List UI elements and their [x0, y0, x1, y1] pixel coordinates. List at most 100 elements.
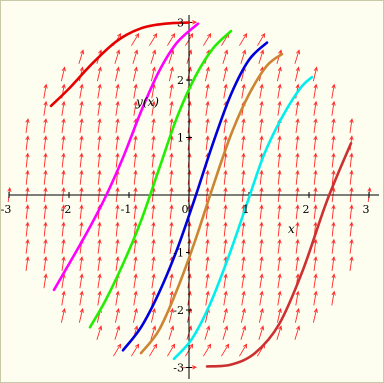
field-arrow — [78, 307, 84, 323]
x-axis-label: x — [288, 222, 295, 236]
field-arrow — [168, 66, 174, 82]
field-arrow — [150, 325, 157, 340]
field-arrow — [295, 204, 300, 220]
field-arrow — [276, 325, 283, 340]
field-arrow — [25, 135, 30, 151]
solution-curve-1 — [49, 21, 191, 108]
field-arrow — [313, 273, 318, 289]
field-arrow — [79, 290, 84, 306]
field-arrow — [295, 118, 300, 133]
field-arrow — [133, 152, 138, 168]
field-arrow — [132, 49, 139, 64]
field-arrow — [149, 343, 158, 357]
field-arrow — [205, 256, 210, 271]
field-arrow — [151, 256, 156, 271]
field-arrow — [295, 169, 300, 185]
field-arrow — [203, 32, 212, 46]
field-arrow — [295, 135, 300, 151]
field-arrow — [168, 307, 174, 323]
field-arrow — [132, 66, 138, 82]
field-arrow — [259, 290, 264, 306]
field-arrow — [151, 118, 156, 133]
field-arrow — [223, 169, 228, 185]
field-arrow — [61, 100, 66, 116]
field-arrow — [150, 66, 156, 82]
field-arrow — [61, 290, 66, 306]
field-arrow — [43, 152, 48, 168]
field-arrow — [331, 221, 336, 237]
solution-curve-5 — [139, 52, 284, 355]
field-arrow — [151, 204, 156, 220]
x-tick-label: 1 — [243, 203, 250, 216]
field-arrow — [60, 307, 66, 323]
field-arrow — [277, 221, 282, 237]
field-arrow — [43, 273, 48, 289]
field-arrow — [241, 83, 246, 99]
field-arrow — [204, 66, 210, 82]
field-arrow — [133, 256, 138, 271]
field-arrow — [25, 238, 30, 254]
field-arrow — [331, 135, 336, 151]
field-arrow — [205, 118, 210, 133]
field-arrow — [223, 290, 228, 306]
field-arrow — [25, 118, 30, 133]
field-arrow — [43, 83, 48, 99]
field-arrow — [25, 204, 30, 220]
field-arrow — [96, 325, 103, 340]
field-arrow — [295, 152, 300, 168]
field-arrow — [79, 256, 84, 271]
field-arrow — [115, 256, 120, 271]
field-arrow — [294, 325, 301, 340]
field-arrow — [97, 83, 102, 99]
field-arrow — [25, 256, 30, 271]
field-arrow — [97, 152, 102, 168]
field-arrow — [277, 256, 282, 271]
field-arrow — [240, 307, 246, 323]
field-arrow — [60, 66, 66, 82]
field-arrow — [169, 273, 174, 289]
field-arrow — [277, 152, 282, 168]
field-arrow — [222, 66, 228, 82]
y-tick-label: -1 — [173, 247, 184, 260]
field-arrow — [276, 66, 282, 82]
tick-labels: -3 -2 -1 0 1 2 3 3 2 1 -1 -2 -3 — [1, 17, 370, 375]
field-arrow — [222, 49, 229, 64]
field-arrow — [115, 118, 120, 133]
field-arrow — [133, 238, 138, 254]
field-arrow — [169, 221, 174, 237]
field-arrow — [259, 221, 264, 237]
field-arrow — [313, 169, 318, 185]
field-arrow — [313, 135, 318, 151]
field-arrow — [331, 100, 336, 116]
field-arrow — [79, 221, 84, 237]
field-arrow — [187, 290, 192, 306]
field-arrow — [259, 83, 264, 99]
field-arrow — [79, 273, 84, 289]
field-arrow — [113, 343, 122, 357]
field-arrow — [277, 238, 282, 254]
field-arrow — [259, 238, 264, 254]
field-arrow — [167, 343, 176, 357]
field-arrow — [313, 152, 318, 168]
field-arrow — [259, 169, 264, 185]
field-arrow — [349, 238, 354, 254]
field-arrow — [277, 169, 282, 185]
field-arrow — [277, 135, 282, 151]
field-arrow — [43, 135, 48, 151]
field-arrow — [151, 221, 156, 237]
field-arrow — [25, 152, 30, 168]
y-tick-label: -3 — [173, 362, 184, 375]
field-arrow — [204, 325, 211, 340]
field-arrow — [133, 135, 138, 151]
x-tick-label: 2 — [303, 203, 310, 216]
field-arrow — [277, 290, 282, 306]
field-arrow — [313, 100, 318, 116]
field-arrow — [97, 100, 102, 116]
field-arrow — [259, 204, 264, 220]
field-arrow — [97, 238, 102, 254]
field-arrow — [313, 256, 318, 271]
field-arrow — [313, 290, 318, 306]
field-arrow — [115, 204, 120, 220]
field-arrow — [114, 66, 120, 82]
